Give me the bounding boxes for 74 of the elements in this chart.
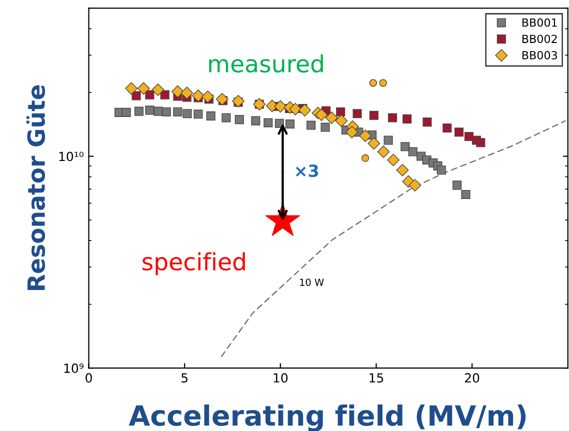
point	[192, 90, 204, 102]
point	[194, 110, 203, 119]
point	[251, 116, 260, 126]
point	[369, 110, 378, 120]
point	[320, 122, 330, 132]
point	[359, 129, 372, 142]
x-tick-label: 15	[370, 373, 384, 383]
point	[452, 180, 462, 190]
point	[122, 108, 131, 117]
point	[264, 118, 273, 128]
point	[232, 94, 244, 108]
point	[171, 85, 184, 98]
point	[377, 146, 390, 158]
point	[368, 137, 380, 150]
point	[388, 113, 398, 122]
point	[285, 119, 294, 129]
annotation: ×3	[296, 164, 318, 178]
point	[464, 132, 474, 141]
legend-label: BB002	[522, 34, 557, 44]
point	[325, 111, 338, 124]
point	[298, 104, 311, 116]
point	[352, 109, 362, 118]
point	[234, 115, 244, 124]
point	[387, 154, 400, 166]
point	[173, 107, 182, 116]
x-tick-label: 10	[274, 373, 288, 383]
point	[132, 91, 141, 100]
point	[152, 84, 164, 96]
point	[384, 136, 393, 145]
point	[315, 108, 328, 121]
point	[202, 90, 214, 103]
point	[134, 106, 144, 116]
point	[206, 111, 216, 120]
point	[408, 147, 418, 156]
point	[125, 82, 138, 95]
point	[145, 90, 154, 100]
point	[402, 114, 412, 124]
point	[222, 113, 231, 122]
point	[162, 107, 171, 116]
point	[396, 164, 409, 176]
point	[346, 126, 358, 138]
point	[216, 92, 228, 106]
point	[306, 120, 316, 130]
point	[145, 106, 154, 115]
point	[180, 86, 194, 100]
point	[400, 142, 410, 152]
point	[442, 123, 452, 132]
point	[335, 114, 348, 128]
x-tick-label: 0	[86, 373, 92, 383]
point	[436, 166, 446, 175]
point	[336, 107, 346, 116]
legend-label: BB001	[522, 18, 557, 27]
annotation: measured	[209, 54, 323, 73]
point	[422, 118, 432, 127]
point	[461, 190, 470, 199]
annotation: 10 W	[300, 278, 324, 286]
point	[476, 138, 486, 148]
annotation: specified	[142, 252, 245, 276]
legend-label: BB003	[522, 51, 557, 60]
point	[369, 79, 377, 87]
point	[160, 90, 170, 100]
x-tick-label: 5	[182, 373, 188, 383]
point	[289, 102, 302, 116]
y-axis-title: Resonator Güte	[26, 85, 46, 290]
y-tick-label: 10¹⁰	[59, 152, 84, 162]
x-tick-label: 20	[465, 373, 480, 383]
point	[361, 154, 370, 162]
point	[154, 106, 163, 116]
point	[137, 82, 150, 95]
point	[454, 128, 464, 137]
y-tick-label: 10⁹	[64, 364, 84, 373]
point	[379, 79, 387, 87]
point	[182, 109, 192, 118]
point	[408, 178, 422, 192]
